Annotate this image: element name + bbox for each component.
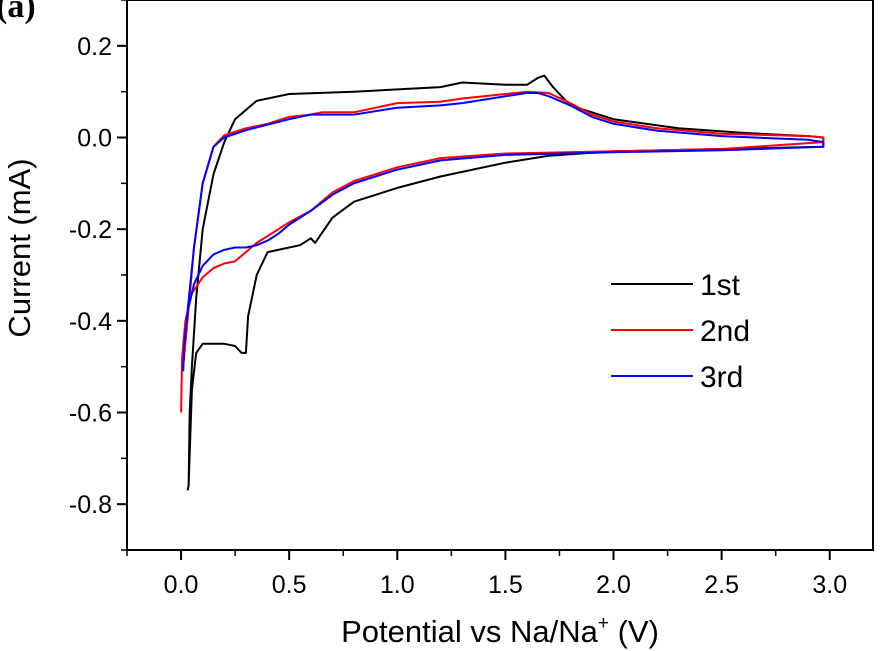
x-tick-label: 0.5 (272, 571, 307, 599)
legend-label-2nd: 2nd (700, 315, 750, 348)
legend-label-3rd: 3rd (700, 361, 743, 394)
x-tick-label: 1.0 (380, 571, 415, 599)
panel-label: (a) (0, 0, 36, 25)
y-axis-label: Current (mA) (2, 158, 37, 337)
series-2nd-line (180, 90, 825, 413)
x-axis-ticks: 0.0 0.5 1.0 1.5 2.0 2.5 3.0 (126, 550, 847, 599)
x-tick-label: 0.0 (164, 571, 199, 599)
y-tick-label: -0.2 (69, 216, 112, 244)
plot-frame (126, 0, 874, 551)
y-tick-label: 0.0 (77, 125, 112, 153)
x-tick-label: 3.0 (812, 571, 847, 599)
y-tick-label: -0.4 (69, 308, 112, 336)
x-tick-label: 1.5 (488, 571, 523, 599)
legend-label-1st: 1st (700, 269, 741, 302)
x-axis-label-superscript: + (598, 613, 609, 634)
series-lines (180, 74, 825, 491)
x-tick-label: 2.5 (704, 571, 739, 599)
x-tick-label: 2.0 (596, 571, 631, 599)
series-3rd-line (182, 92, 825, 372)
legend: 1st 2nd 3rd (611, 269, 750, 394)
y-tick-label: -0.6 (69, 400, 112, 428)
y-tick-label: -0.8 (69, 491, 112, 519)
y-axis-ticks: -0.8 -0.6 -0.4 -0.2 0.0 0.2 (69, 0, 127, 551)
x-axis-label: Potential vs Na/Na+ (V) (341, 613, 659, 649)
y-tick-label: 0.2 (77, 33, 112, 61)
